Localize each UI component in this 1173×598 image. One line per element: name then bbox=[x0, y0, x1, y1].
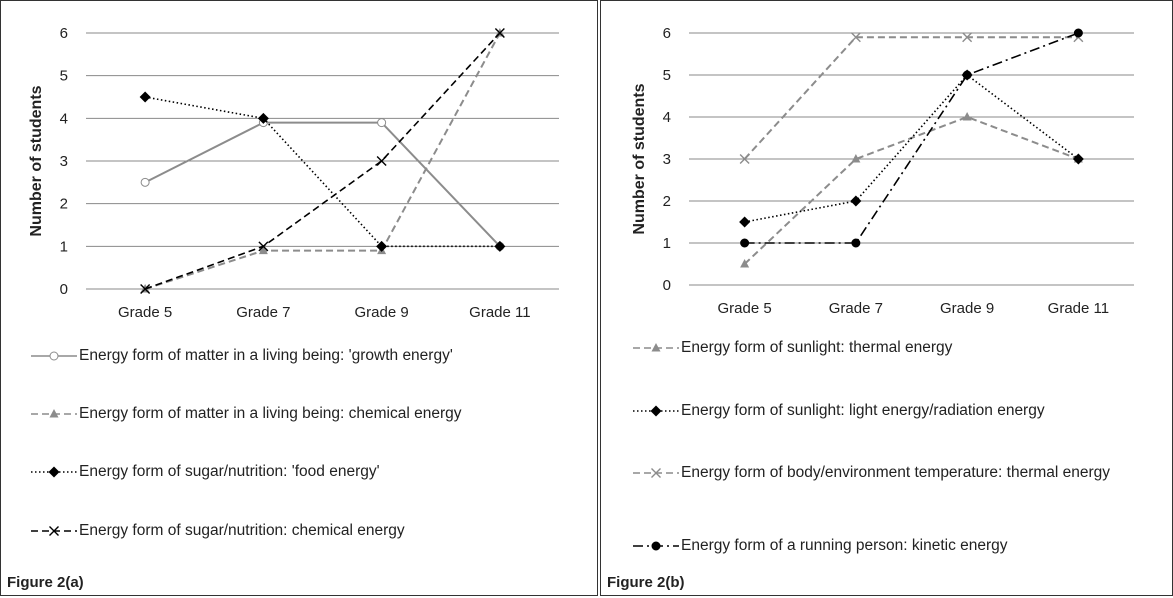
y-tick-label: 2 bbox=[60, 196, 68, 213]
legend-swatch bbox=[31, 526, 77, 536]
marker bbox=[140, 284, 151, 294]
marker bbox=[739, 154, 750, 164]
marker bbox=[376, 240, 388, 252]
y-tick-label: 5 bbox=[60, 68, 68, 85]
legend-label: Energy form of matter in a living being:… bbox=[79, 405, 462, 422]
marker bbox=[140, 177, 150, 187]
marker bbox=[258, 241, 269, 252]
x-tick-label: Grade 9 bbox=[940, 300, 994, 317]
y-tick-label: 4 bbox=[60, 110, 68, 127]
y-tick-label: 1 bbox=[663, 235, 671, 252]
y-axis-label: Number of students bbox=[28, 85, 45, 236]
legend-label: Energy form of matter in a living being:… bbox=[79, 347, 453, 364]
legend-item: Energy form of body/environment temperat… bbox=[631, 463, 1166, 482]
x-tick-label: Grade 5 bbox=[118, 304, 172, 321]
series-line bbox=[744, 32, 1079, 244]
marker bbox=[494, 28, 505, 38]
chart-panel: 0 1 2 3 4 5 6 Number of students Grade 5 Grade 7 G… bbox=[600, 0, 1173, 596]
marker bbox=[376, 156, 387, 166]
x-tick-label: Grade 11 bbox=[1048, 300, 1109, 317]
y-tick-label: 0 bbox=[663, 277, 671, 294]
legend-marker bbox=[49, 351, 59, 361]
y-axis-label: Number of students bbox=[631, 83, 648, 234]
y-tick-label: 6 bbox=[60, 25, 68, 42]
legend-swatch bbox=[31, 409, 77, 418]
y-tick-label: 1 bbox=[60, 238, 68, 255]
marker bbox=[962, 32, 973, 43]
plot: 0 1 2 3 4 5 6 Number of students Grade 5 Grade 7 G… bbox=[631, 25, 1134, 317]
legend-item: Energy form of matter in a living being:… bbox=[29, 346, 589, 365]
y-tick-label: 6 bbox=[663, 25, 671, 42]
marker bbox=[851, 238, 861, 248]
plot: 0 1 2 3 4 5 6 Number of students Grade 5 Grade 7 G… bbox=[28, 25, 559, 321]
legend-item: Energy form of matter in a living being:… bbox=[29, 404, 589, 423]
y-tick-label: 2 bbox=[663, 193, 671, 210]
marker bbox=[1072, 153, 1084, 165]
y-tick-label: 5 bbox=[663, 67, 671, 84]
marker bbox=[962, 112, 972, 121]
series-line bbox=[144, 32, 501, 290]
legend-swatch bbox=[633, 541, 679, 551]
legend-swatch bbox=[633, 343, 679, 352]
series-line bbox=[743, 36, 1079, 160]
x-tick-label: Grade 11 bbox=[469, 304, 530, 321]
y-tick-label: 0 bbox=[60, 281, 68, 298]
marker bbox=[139, 91, 151, 103]
legend-label: Energy form of sunlight: thermal energy bbox=[681, 339, 953, 356]
caption: Figure 2(b) bbox=[607, 574, 685, 591]
marker bbox=[850, 32, 861, 43]
legend-swatch bbox=[31, 466, 77, 478]
legend-marker bbox=[651, 468, 661, 478]
legend-swatch bbox=[633, 468, 679, 478]
legend-marker bbox=[49, 409, 59, 418]
series-line bbox=[144, 32, 501, 290]
chart-panel: 0 1 2 3 4 5 6 Number of students Grade 5 Grade 7 G… bbox=[0, 0, 598, 596]
marker bbox=[740, 259, 750, 268]
marker bbox=[1073, 28, 1083, 38]
legend-item: Energy form of sunlight: thermal energy bbox=[631, 338, 1166, 357]
legend-label: Energy form of sunlight: light energy/ra… bbox=[681, 402, 1045, 419]
legend-item: Energy form of sunlight: light energy/ra… bbox=[631, 401, 1166, 420]
legend-item: Energy form of sugar/nutrition: 'food en… bbox=[29, 462, 589, 481]
marker bbox=[739, 216, 751, 228]
marker bbox=[258, 245, 268, 255]
legend-item: Energy form of sugar/nutrition: chemical… bbox=[29, 521, 589, 540]
legend-marker bbox=[48, 466, 60, 478]
legend-marker bbox=[650, 405, 662, 417]
marker bbox=[494, 240, 506, 252]
legend-label: Energy form of sugar/nutrition: chemical… bbox=[79, 522, 405, 539]
series-line bbox=[144, 96, 500, 248]
marker bbox=[377, 118, 387, 128]
series-line bbox=[144, 121, 501, 248]
legend-item: Energy form of a running person: kinetic… bbox=[631, 536, 1166, 555]
marker bbox=[850, 195, 862, 207]
x-tick-label: Grade 9 bbox=[355, 304, 409, 321]
caption: Figure 2(a) bbox=[7, 574, 84, 591]
x-tick-label: Grade 7 bbox=[236, 304, 290, 321]
marker bbox=[740, 238, 750, 248]
legend-label: Energy form of body/environment temperat… bbox=[681, 464, 1111, 481]
legend-marker bbox=[651, 541, 661, 551]
x-tick-label: Grade 5 bbox=[718, 300, 772, 317]
legend-swatch bbox=[31, 351, 77, 361]
y-tick-label: 4 bbox=[663, 109, 671, 126]
y-tick-label: 3 bbox=[60, 153, 68, 170]
legend-label: Energy form of sugar/nutrition: 'food en… bbox=[79, 463, 380, 480]
series-line bbox=[744, 73, 1079, 223]
marker bbox=[851, 154, 861, 163]
x-tick-label: Grade 7 bbox=[829, 300, 883, 317]
legend-marker bbox=[49, 526, 59, 536]
legend-marker bbox=[651, 343, 661, 352]
marker bbox=[257, 112, 269, 124]
y-tick-label: 3 bbox=[663, 151, 671, 168]
legend-label: Energy form of a running person: kinetic… bbox=[681, 537, 1008, 554]
marker bbox=[962, 70, 972, 80]
legend-swatch bbox=[633, 405, 679, 417]
